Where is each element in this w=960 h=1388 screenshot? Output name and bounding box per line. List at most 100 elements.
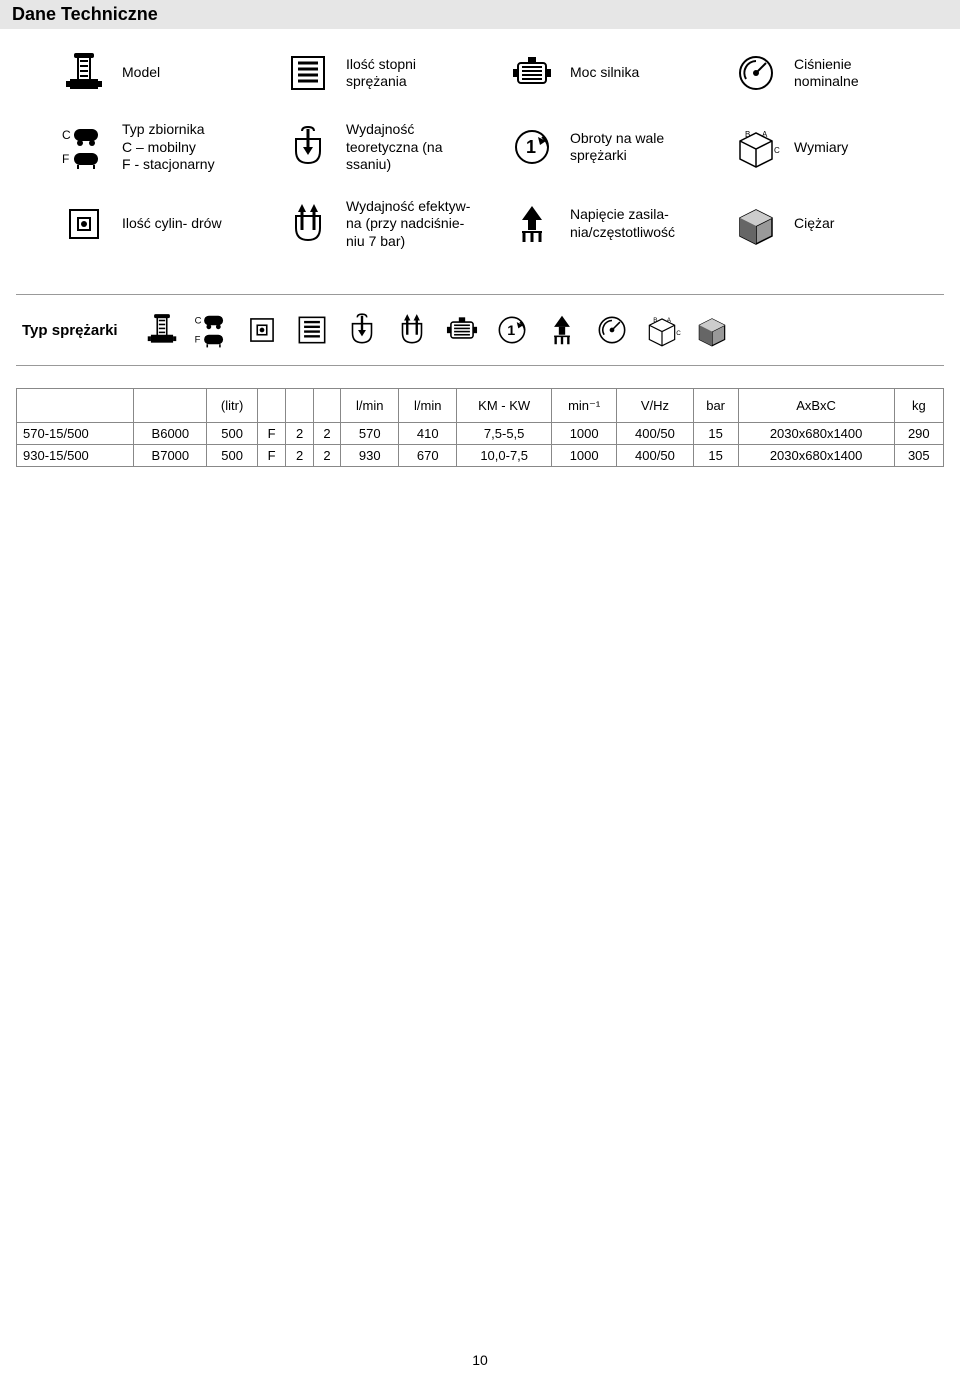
cell: 410 [399, 423, 457, 445]
legend-volt: Napięcie zasila- nia/częstotliwość [508, 200, 696, 248]
cell: 930-15/500 [17, 445, 134, 467]
cell: 1000 [552, 423, 617, 445]
legend-label: Ciśnienie nominalne [794, 56, 920, 91]
unit-cell: kg [894, 389, 943, 423]
legend-grid: Model Ilość stopni sprężania Moc silnika… [0, 29, 960, 284]
cell: 570 [341, 423, 399, 445]
rpm-icon [492, 310, 532, 350]
cell: F [257, 423, 286, 445]
theo-capacity-icon [342, 310, 382, 350]
voltage-icon [542, 310, 582, 350]
cell: 570-15/500 [17, 423, 134, 445]
dims-icon [732, 123, 780, 171]
cell: B6000 [134, 423, 207, 445]
spec-data-table: (litr) l/min l/min KM - KW min⁻¹ V/Hz ba… [16, 388, 944, 467]
legend-row-2: Typ zbiornika C – mobilny F - stacjonarn… [60, 121, 920, 174]
model-icon [60, 49, 108, 97]
legend-row-3: Ilość cylin- drów Wydajność efektyw- na … [60, 198, 920, 251]
cell: 15 [693, 423, 738, 445]
legend-model: Model [60, 49, 248, 97]
legend-label: Moc silnika [570, 64, 639, 82]
legend-power: Moc silnika [508, 49, 696, 97]
cell: 2 [286, 423, 313, 445]
cell: 2 [313, 445, 340, 467]
spec-header-row: Typ sprężarki [16, 294, 944, 366]
unit-cell [286, 389, 313, 423]
legend-label: Obroty na wale sprężarki [570, 130, 696, 165]
model-icon [142, 310, 182, 350]
legend-label: Model [122, 64, 160, 82]
cell: 500 [207, 423, 257, 445]
legend-dims: Wymiary [732, 123, 920, 171]
cell: 400/50 [617, 423, 694, 445]
section-title: Dane Techniczne [0, 0, 960, 29]
theo-capacity-icon [284, 123, 332, 171]
cell: 15 [693, 445, 738, 467]
cylinders-icon [242, 310, 282, 350]
tank-icon [60, 123, 108, 171]
page-number: 10 [0, 1352, 960, 1368]
legend-label: Typ zbiornika C – mobilny F - stacjonarn… [122, 121, 215, 174]
voltage-icon [508, 200, 556, 248]
cell: 2030x680x1400 [738, 423, 894, 445]
legend-rpm: Obroty na wale sprężarki [508, 123, 696, 171]
cell: 500 [207, 445, 257, 467]
cell: F [257, 445, 286, 467]
legend-label: Ciężar [794, 215, 834, 233]
cell: 2 [313, 423, 340, 445]
unit-cell: KM - KW [457, 389, 552, 423]
pressure-icon [592, 310, 632, 350]
cell: B7000 [134, 445, 207, 467]
legend-eff: Wydajność efektyw- na (przy nadciśnie- n… [284, 198, 472, 251]
unit-cell [313, 389, 340, 423]
cell: 1000 [552, 445, 617, 467]
legend-label: Wydajność efektyw- na (przy nadciśnie- n… [346, 198, 472, 251]
cell: 670 [399, 445, 457, 467]
legend-tank: Typ zbiornika C – mobilny F - stacjonarn… [60, 121, 248, 174]
tank-icon [192, 310, 232, 350]
rpm-icon [508, 123, 556, 171]
legend-row-1: Model Ilość stopni sprężania Moc silnika… [60, 49, 920, 97]
legend-label: Wydajność teoretyczna (na ssaniu) [346, 121, 472, 174]
legend-weight: Ciężar [732, 200, 920, 248]
weight-icon [732, 200, 780, 248]
stages-icon [292, 310, 332, 350]
legend-label: Ilość cylin- drów [122, 215, 222, 233]
stages-icon [284, 49, 332, 97]
cell: 7,5-5,5 [457, 423, 552, 445]
legend-stages: Ilość stopni sprężania [284, 49, 472, 97]
power-icon [442, 310, 482, 350]
spec-header-label: Typ sprężarki [16, 322, 136, 339]
legend-label: Ilość stopni sprężania [346, 56, 472, 91]
cell: 2030x680x1400 [738, 445, 894, 467]
table-row: 930-15/500 B7000 500 F 2 2 930 670 10,0-… [17, 445, 944, 467]
eff-capacity-icon [392, 310, 432, 350]
spec-header-icons [136, 310, 944, 350]
unit-cell: bar [693, 389, 738, 423]
pressure-icon [732, 49, 780, 97]
cell: 10,0-7,5 [457, 445, 552, 467]
legend-label: Wymiary [794, 139, 848, 157]
unit-cell: V/Hz [617, 389, 694, 423]
table-row: 570-15/500 B6000 500 F 2 2 570 410 7,5-5… [17, 423, 944, 445]
spec-table-section: Typ sprężarki (litr) l/min [16, 294, 944, 467]
unit-cell: l/min [341, 389, 399, 423]
unit-cell: l/min [399, 389, 457, 423]
legend-theo: Wydajność teoretyczna (na ssaniu) [284, 121, 472, 174]
legend-label: Napięcie zasila- nia/częstotliwość [570, 206, 696, 241]
cell: 2 [286, 445, 313, 467]
cell: 400/50 [617, 445, 694, 467]
cell: 305 [894, 445, 943, 467]
units-row: (litr) l/min l/min KM - KW min⁻¹ V/Hz ba… [17, 389, 944, 423]
legend-pressure: Ciśnienie nominalne [732, 49, 920, 97]
eff-capacity-icon [284, 200, 332, 248]
cylinders-icon [60, 200, 108, 248]
unit-cell [134, 389, 207, 423]
unit-cell: min⁻¹ [552, 389, 617, 423]
power-icon [508, 49, 556, 97]
cell: 930 [341, 445, 399, 467]
cell: 290 [894, 423, 943, 445]
dims-icon [642, 310, 682, 350]
weight-icon [692, 310, 732, 350]
legend-cyl: Ilość cylin- drów [60, 200, 248, 248]
